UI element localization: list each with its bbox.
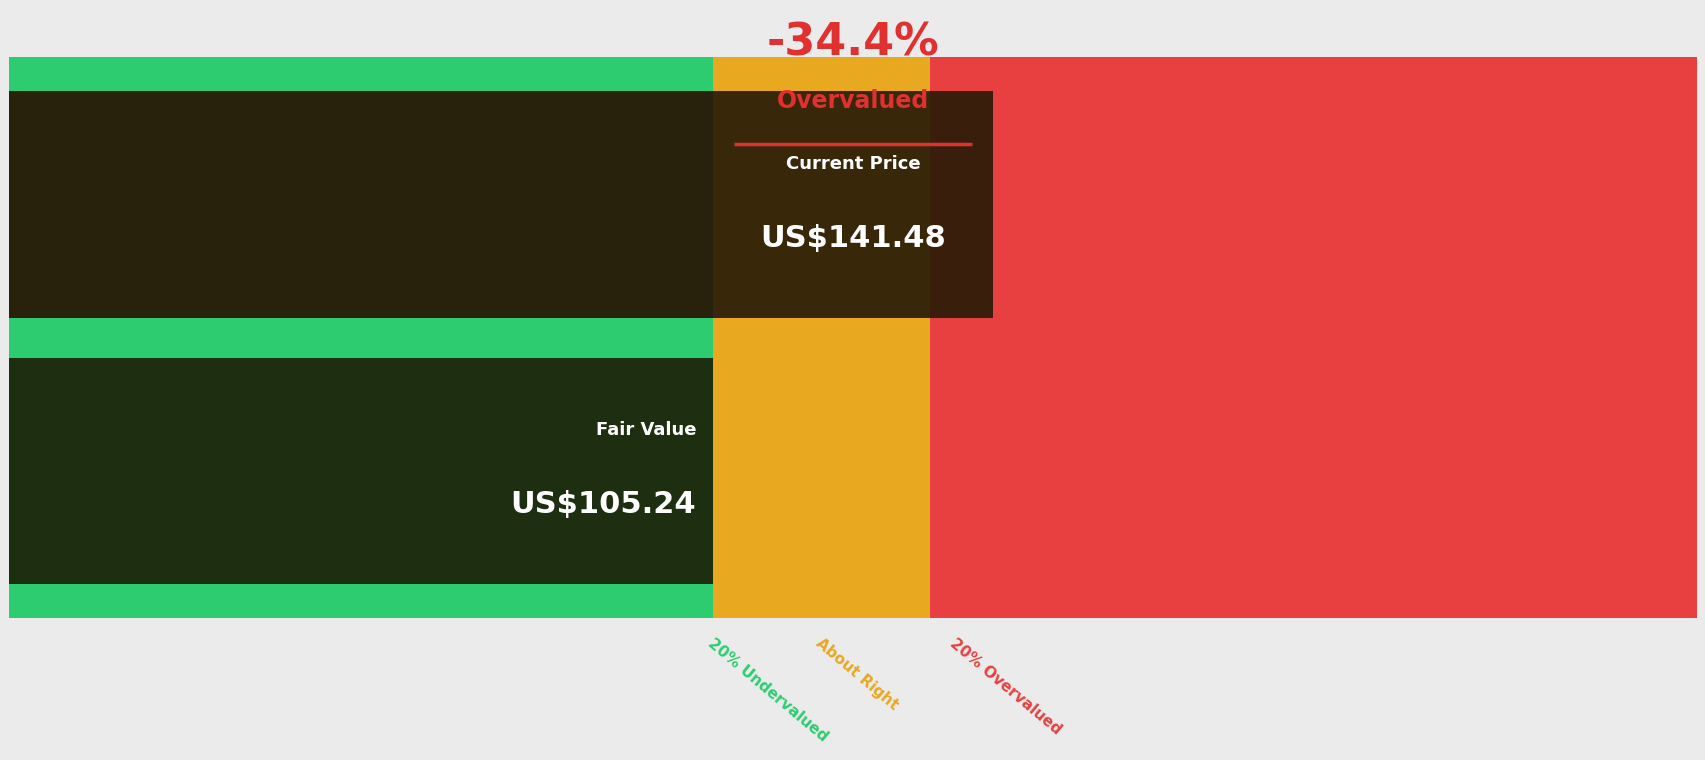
Text: Fair Value: Fair Value <box>595 421 696 439</box>
Bar <box>713 318 929 358</box>
Bar <box>929 58 1696 91</box>
Text: -34.4%: -34.4% <box>766 21 939 65</box>
Bar <box>929 318 1696 358</box>
Bar <box>9 318 713 358</box>
Text: Current Price: Current Price <box>786 155 919 173</box>
Text: 20% Undervalued: 20% Undervalued <box>704 636 830 745</box>
Bar <box>9 91 713 318</box>
Bar <box>9 584 713 618</box>
Bar <box>9 358 713 584</box>
Bar <box>713 358 929 584</box>
Bar <box>713 58 929 91</box>
Text: Overvalued: Overvalued <box>776 89 929 112</box>
Bar <box>713 584 929 618</box>
Bar <box>929 358 1696 584</box>
Text: US$141.48: US$141.48 <box>760 224 945 253</box>
Text: US$105.24: US$105.24 <box>510 490 696 520</box>
Bar <box>929 584 1696 618</box>
Bar <box>9 358 713 584</box>
Bar <box>9 91 992 318</box>
Bar <box>929 91 1696 318</box>
Bar <box>713 91 929 318</box>
Text: 20% Overvalued: 20% Overvalued <box>946 636 1064 738</box>
Bar <box>9 58 713 91</box>
Text: About Right: About Right <box>813 636 900 713</box>
